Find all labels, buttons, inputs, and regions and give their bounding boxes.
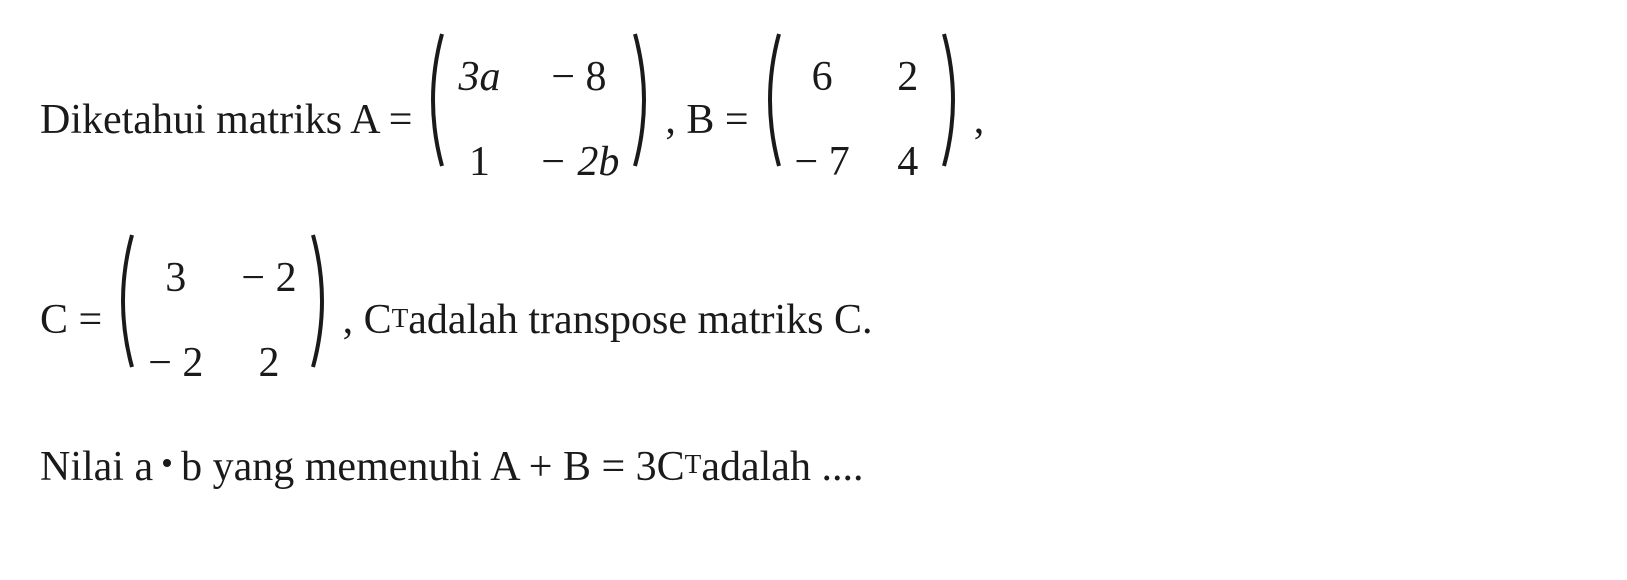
matC-r1c2: − 2 bbox=[241, 243, 296, 314]
superscript-T-1: T bbox=[392, 295, 409, 341]
matB-r2c1: − 7 bbox=[795, 127, 850, 198]
paren-right-icon bbox=[940, 30, 966, 170]
paren-left-icon bbox=[420, 30, 446, 170]
text-adalah: adalah .... bbox=[701, 432, 863, 503]
text-transpose: adalah transpose matriks C. bbox=[408, 285, 872, 356]
text-C: , C bbox=[343, 285, 392, 356]
matC-r2c1: − 2 bbox=[148, 328, 203, 399]
line-3: Nilai a b yang memenuhi A + B = 3CT adal… bbox=[40, 432, 1587, 503]
text-B-eq: , B = bbox=[665, 85, 748, 156]
dot-icon bbox=[163, 459, 171, 467]
matrix-B: 6 2 − 7 4 bbox=[757, 30, 966, 211]
matrix-C-cells: 3 − 2 − 2 2 bbox=[136, 231, 308, 412]
matrix-A-cells: 3a − 8 1 − 2b bbox=[446, 30, 631, 211]
matrix-B-cells: 6 2 − 7 4 bbox=[783, 30, 940, 211]
matrix-A: 3a − 8 1 − 2b bbox=[420, 30, 657, 211]
matA-r1c2: − 8 bbox=[538, 42, 619, 113]
text-nilai-a: Nilai a bbox=[40, 432, 153, 503]
text-comma-1: , bbox=[974, 85, 985, 156]
line-1: Diketahui matriks A = 3a − 8 1 − 2b , B … bbox=[40, 30, 1587, 211]
matA-r2c1: 1 bbox=[458, 127, 500, 198]
matA-r1c1: 3a bbox=[458, 42, 500, 113]
matC-r1c1: 3 bbox=[148, 243, 203, 314]
text-diketahui: Diketahui matriks A = bbox=[40, 85, 412, 156]
paren-left-icon bbox=[757, 30, 783, 170]
matB-r1c2: 2 bbox=[888, 42, 928, 113]
text-C-eq: C = bbox=[40, 285, 102, 356]
line-2: C = 3 − 2 − 2 2 , C T adalah transpose m… bbox=[40, 231, 1587, 412]
paren-left-icon bbox=[110, 231, 136, 371]
paren-right-icon bbox=[309, 231, 335, 371]
matB-r2c2: 4 bbox=[888, 127, 928, 198]
matC-r2c2: 2 bbox=[241, 328, 296, 399]
matrix-C: 3 − 2 − 2 2 bbox=[110, 231, 334, 412]
superscript-T-2: T bbox=[685, 441, 702, 487]
paren-right-icon bbox=[631, 30, 657, 170]
text-b-memenuhi: b yang memenuhi A + B = 3C bbox=[181, 432, 685, 503]
matA-r2c2: − 2b bbox=[538, 127, 619, 198]
matB-r1c1: 6 bbox=[795, 42, 850, 113]
